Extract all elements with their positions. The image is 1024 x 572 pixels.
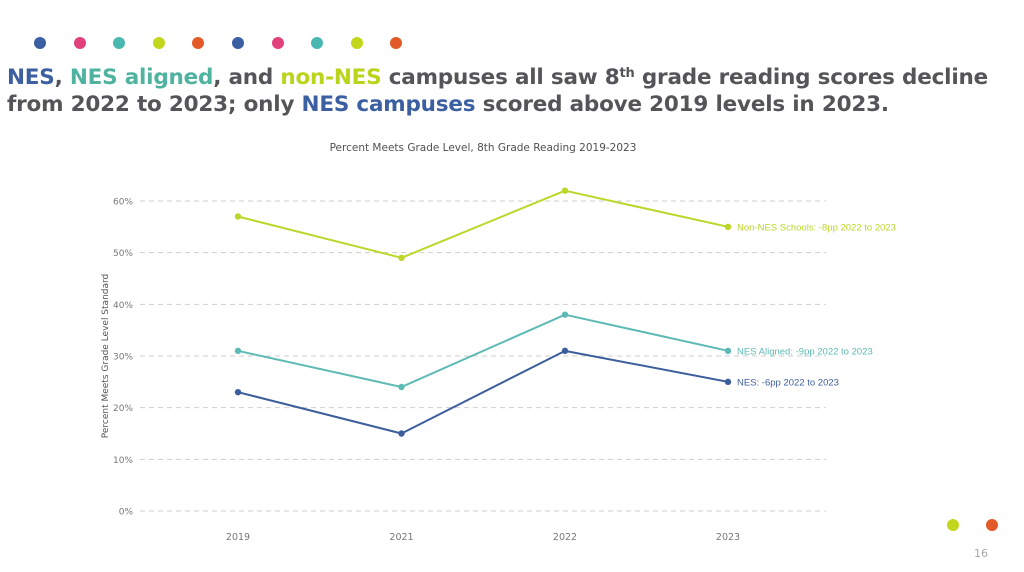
series-line: [237, 349, 729, 435]
chart-title: Percent Meets Grade Level, 8th Grade Rea…: [330, 142, 637, 154]
data-point: [561, 347, 569, 355]
headline-segment: scored above 2019 levels in 2023.: [475, 92, 889, 117]
y-tick-label: 30%: [113, 353, 133, 363]
headline-line-2: from 2022 to 2023; only NES campuses sco…: [7, 91, 1017, 118]
decor-dot: [152, 37, 165, 49]
decor-dot: [986, 519, 998, 531]
series-line: [237, 189, 729, 259]
series-line: [237, 313, 729, 388]
decor-dot: [271, 37, 284, 49]
data-point: [398, 430, 405, 437]
y-tick-label: 20%: [113, 404, 133, 414]
decor-dot: [350, 37, 363, 49]
gridlines: [140, 200, 826, 512]
series-end-label: Non-NES Schools: -8pp 2022 to 2023: [737, 222, 896, 233]
data-point: [398, 254, 405, 262]
y-tick-label: 50%: [113, 249, 133, 259]
series-non-nes-schools: Non-NES Schools: -8pp 2022 to 2023: [234, 187, 896, 262]
series-nes: NES: -6pp 2022 to 2023: [234, 347, 839, 437]
y-axis-label: Percent Meets Grade Level Standard: [101, 274, 111, 439]
series-group: Non-NES Schools: -8pp 2022 to 2023 NES Al…: [234, 187, 896, 437]
headline-line-1: NES, NES aligned, and non-NES campuses a…: [7, 64, 1017, 91]
series-end-label: NES Aligned: -9pp 2022 to 2023: [737, 346, 873, 357]
data-point: [398, 383, 405, 391]
decor-dot: [73, 37, 86, 49]
y-tick-label: 10%: [113, 456, 133, 466]
decor-dot: [947, 519, 959, 531]
headline-segment: grade reading scores decline: [634, 65, 988, 90]
y-tick-label: 40%: [113, 301, 133, 311]
decor-dot: [390, 37, 403, 49]
data-point: [561, 311, 569, 318]
x-tick-label: 2023: [716, 532, 740, 543]
headline-segment: th: [619, 66, 635, 81]
y-tick-labels: 0% 10% 20% 30% 40% 50% 60%: [113, 198, 133, 518]
data-point: [561, 187, 569, 194]
data-point: [724, 378, 732, 386]
x-tick-label: 2021: [389, 532, 413, 543]
slide-headline: NES, NES aligned, and non-NES campuses a…: [7, 64, 1017, 118]
headline-segment: non-NES: [280, 65, 382, 90]
data-point: [234, 347, 242, 355]
x-tick-label: 2022: [553, 532, 577, 543]
headline-segment: NES campuses: [301, 92, 476, 117]
decor-dot: [34, 37, 46, 49]
data-point: [234, 388, 242, 396]
x-tick-label: 2019: [226, 532, 250, 543]
y-tick-label: 60%: [113, 198, 133, 208]
data-point: [234, 213, 242, 220]
series-nes-aligned: NES Aligned: -9pp 2022 to 2023: [234, 311, 873, 391]
decor-dot: [232, 37, 244, 49]
data-point: [724, 347, 732, 355]
headline-segment: ,: [54, 65, 70, 90]
headline-segment: NES aligned: [69, 65, 214, 90]
headline-segment: NES: [7, 65, 55, 90]
x-tick-labels: 2019 2021 2022 2023: [226, 532, 740, 543]
data-point: [724, 223, 732, 231]
series-end-label: NES: -6pp 2022 to 2023: [737, 377, 839, 388]
y-tick-label: 0%: [119, 508, 134, 518]
page-number: 16: [974, 547, 988, 560]
decor-dot: [192, 37, 205, 49]
headline-segment: from 2022 to 2023; only: [7, 92, 302, 117]
decor-dot: [113, 37, 126, 49]
headline-segment: campuses all saw 8: [381, 65, 620, 90]
decor-dot: [311, 37, 324, 49]
headline-segment: , and: [213, 65, 281, 90]
